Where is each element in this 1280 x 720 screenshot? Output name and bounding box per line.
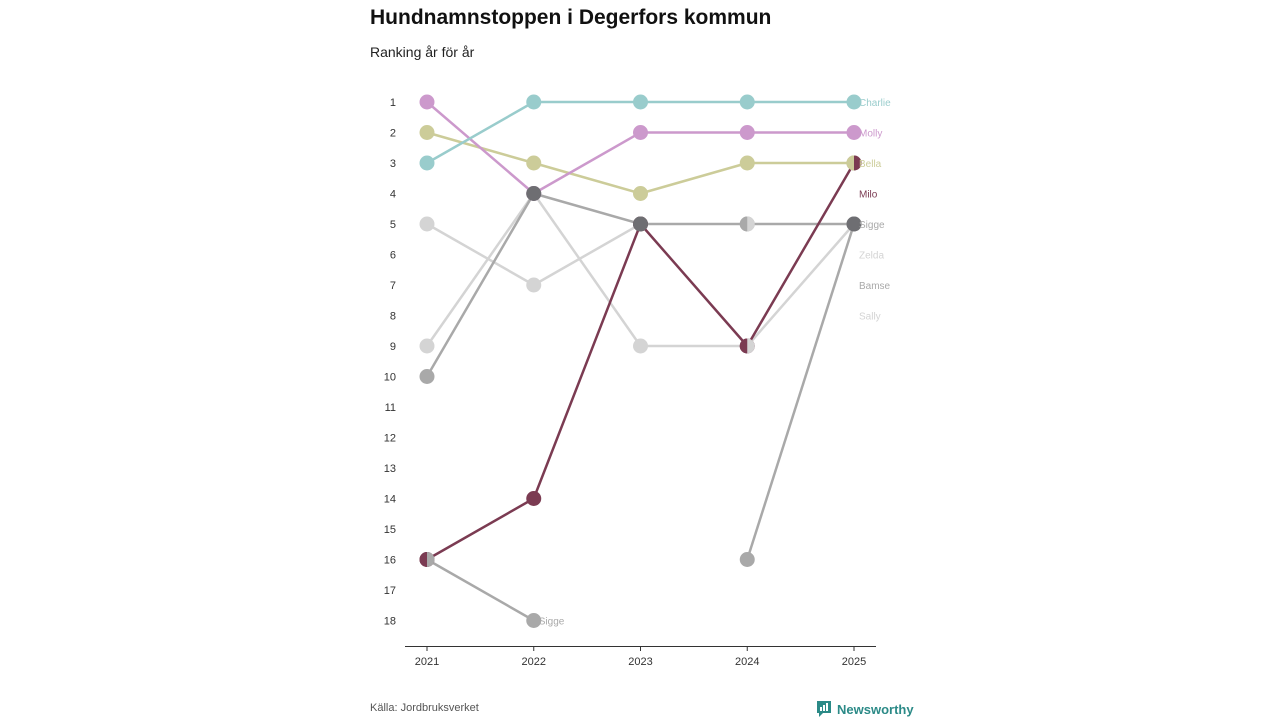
data-point-molly [419, 94, 435, 110]
data-point-charlie [419, 155, 435, 171]
y-tick-label: 13 [384, 463, 396, 475]
split-point-left-half [846, 155, 854, 171]
split-point-left-half [739, 338, 748, 354]
end-label-charlie: Charlie [859, 98, 891, 109]
series-line-molly [426, 101, 854, 195]
data-point-zelda [419, 338, 435, 354]
split-point-right-half [747, 216, 755, 232]
end-label-sigge: Sigge [859, 220, 885, 231]
end-label-bella: Bella [859, 159, 882, 170]
y-tick-label: 14 [384, 494, 396, 506]
split-point-left-half [419, 552, 427, 567]
split-point-right-half [427, 552, 435, 567]
data-point-charlie [846, 94, 862, 110]
data-point-bamse [526, 613, 542, 628]
series-line-sally [426, 222, 642, 287]
split-point-right-half [854, 155, 862, 171]
y-tick-label: 5 [390, 219, 396, 231]
data-point-bella [419, 125, 435, 140]
x-tick-label: 2023 [628, 656, 652, 668]
y-tick-label: 11 [385, 402, 396, 414]
y-tick-label: 15 [384, 524, 396, 536]
split-point-left-half [739, 216, 748, 232]
y-tick-label: 2 [390, 128, 396, 140]
overlap-point [633, 216, 648, 232]
newsworthy-logo-icon [817, 701, 831, 717]
overlap-point [846, 216, 862, 232]
data-point-molly [846, 125, 862, 140]
data-point-bella [633, 186, 648, 201]
data-point-sally [419, 216, 435, 232]
series-line-sigge [746, 223, 856, 560]
end-label-sally: Sally [859, 312, 881, 323]
x-tick-label: 2022 [522, 656, 546, 668]
brand-logo[interactable]: Newsworthy [816, 700, 914, 718]
y-tick-label: 8 [390, 311, 396, 323]
source-note: Källa: Jordbruksverket [370, 702, 479, 714]
y-tick-label: 10 [384, 372, 396, 384]
y-tick-label: 6 [390, 250, 396, 262]
y-tick-label: 4 [390, 189, 396, 201]
end-label-milo: Milo [859, 190, 878, 201]
inline-label-sigge: Sigge [539, 617, 565, 628]
x-tick-label: 2024 [735, 656, 759, 668]
chart-subtitle: Ranking år för år [370, 44, 475, 60]
data-point-molly [633, 125, 648, 140]
y-tick-label: 7 [390, 280, 396, 292]
y-tick-label: 9 [390, 341, 396, 353]
end-label-molly: Molly [859, 129, 882, 140]
y-tick-label: 12 [384, 433, 396, 445]
y-tick-label: 18 [384, 616, 396, 628]
x-tick-label: 2021 [415, 656, 439, 668]
data-point-bella [526, 155, 542, 171]
end-label-bamse: Bamse [859, 281, 891, 292]
y-tick-label: 3 [390, 158, 396, 170]
chart-title: Hundnamnstoppen i Degerfors kommun [370, 6, 772, 29]
data-point-milo [526, 491, 542, 506]
brand-name: Newsworthy [837, 701, 914, 717]
data-point-bella [739, 155, 755, 171]
data-point-sally [526, 277, 542, 293]
series-line-zelda [425, 192, 855, 348]
x-tick-label: 2025 [842, 656, 866, 668]
data-point-sigge [739, 552, 755, 567]
overlap-point [526, 186, 542, 201]
data-point-charlie [739, 94, 755, 110]
data-point-zelda [633, 338, 648, 354]
data-point-molly [739, 125, 755, 140]
data-point-sigge [419, 369, 435, 384]
y-tick-label: 1 [390, 97, 396, 109]
data-point-charlie [633, 94, 648, 110]
y-tick-label: 17 [384, 585, 396, 597]
series-line-bella [426, 131, 854, 195]
series-line-bamse [426, 558, 535, 622]
split-point-right-half [747, 338, 755, 354]
end-label-zelda: Zelda [859, 251, 884, 262]
y-tick-label: 16 [384, 555, 396, 567]
data-point-charlie [526, 94, 542, 110]
